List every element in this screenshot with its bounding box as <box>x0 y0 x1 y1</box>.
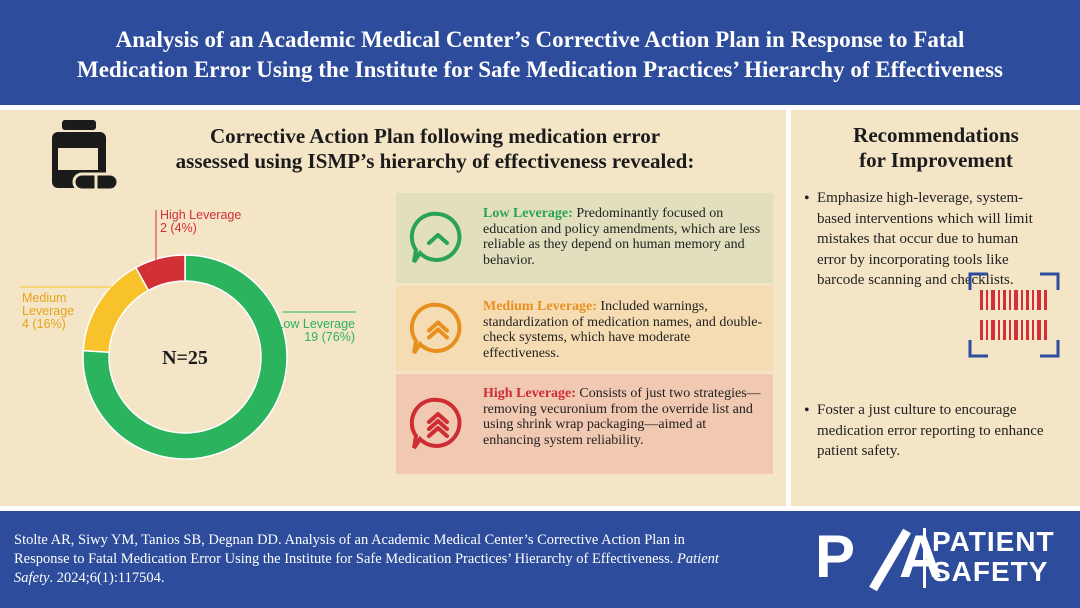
bubble <box>409 211 462 264</box>
leverage-box: Low Leverage: Predominantly focused on e… <box>396 193 773 283</box>
rec-bullet: Foster a just culture to encourage medic… <box>817 400 1062 462</box>
chevron <box>427 412 449 424</box>
citation-text: Stolte AR, Siwy YM, Tanios SB, Degnan DD… <box>14 532 685 567</box>
journal: Patient Safety <box>14 551 719 586</box>
rec-bullet: Emphasize high-leverage, system-based in… <box>817 188 1037 291</box>
chevron <box>427 419 449 431</box>
title: Analysis of an Academic Medical Center’s… <box>115 27 965 52</box>
box-body: Predominantly focused on education and p… <box>483 206 761 268</box>
segment-label: Medium Leverage 4 (16%) <box>22 292 92 331</box>
box-text: Medium Leverage: Included warnings, stan… <box>483 299 763 361</box>
bubble <box>409 397 462 450</box>
segment-name: High Leverage <box>160 208 242 222</box>
box-body: Included warnings, standardization of me… <box>483 299 763 361</box>
heading: Corrective Action Plan following medicat… <box>209 124 661 148</box>
footer <box>0 511 1080 608</box>
bubble-icon <box>409 397 462 450</box>
center-label: N=25 <box>162 347 208 369</box>
box-label: Low Leverage: <box>483 206 573 221</box>
segment-value: 2 (4%) <box>160 221 197 235</box>
rec-text: Foster a just culture to encourage medic… <box>817 402 1044 459</box>
segment-name: Low Leverage <box>276 317 355 331</box>
heading: assessed using ISMP’s hierarchy of effec… <box>175 149 695 173</box>
logo-word: PATIENT <box>932 526 1055 557</box>
box-label: High Leverage: <box>483 386 576 401</box>
box-label: Medium Leverage: <box>483 299 597 314</box>
title: Medication Error Using the Institute for… <box>77 57 1003 82</box>
box-text: High Leverage: Consists of just two stra… <box>483 386 763 448</box>
box-body: Consists of just two strategies—removing… <box>483 386 761 448</box>
logo-letter: P <box>815 523 856 590</box>
segment-label: Low Leverage 19 (76%) <box>270 318 355 344</box>
chevron <box>427 327 449 339</box>
logo-word: SAFETY <box>932 556 1049 587</box>
chevron <box>427 320 449 332</box>
barcode-icon <box>968 272 1060 358</box>
donut-chart: N=25 <box>20 210 356 460</box>
rec-title: Recommendations for Improvement <box>800 123 1072 173</box>
right-panel <box>791 110 1080 506</box>
chevron <box>427 233 449 245</box>
bullet: • <box>804 190 810 207</box>
leverage-box: High Leverage: Consists of just two stra… <box>396 374 773 474</box>
logo-words: PATIENT SAFETY <box>932 527 1055 587</box>
bubble-icon <box>409 211 462 264</box>
citation-text: . 2024;6(1):117504. <box>49 570 165 586</box>
donut-segment <box>82 254 288 460</box>
segment-value: 4 (16%) <box>22 317 66 331</box>
header: Analysis of an Academic Medical Center’s… <box>0 0 1080 105</box>
box-text: Low Leverage: Predominantly focused on e… <box>483 206 763 268</box>
bullet: • <box>804 402 810 419</box>
rec-text: Emphasize high-leverage, system-based in… <box>817 190 1033 288</box>
medicine-icon <box>52 120 120 192</box>
chevron <box>427 426 449 438</box>
bubble-icon <box>409 302 462 354</box>
leverage-box: Medium Leverage: Included warnings, stan… <box>396 286 773 371</box>
donut-segment <box>134 254 186 292</box>
segment-value: 19 (76%) <box>304 330 355 344</box>
logo-slash <box>869 528 911 592</box>
bubble <box>409 302 462 354</box>
logo-divider <box>923 528 926 588</box>
citation: Stolte AR, Siwy YM, Tanios SB, Degnan DD… <box>14 531 734 588</box>
segment-label: High Leverage 2 (4%) <box>160 209 270 235</box>
segment-name: Medium Leverage <box>22 291 75 318</box>
rec-title-line: for Improvement <box>859 148 1013 172</box>
rec-title-line: Recommendations <box>853 123 1019 147</box>
donut-segment <box>82 266 150 354</box>
